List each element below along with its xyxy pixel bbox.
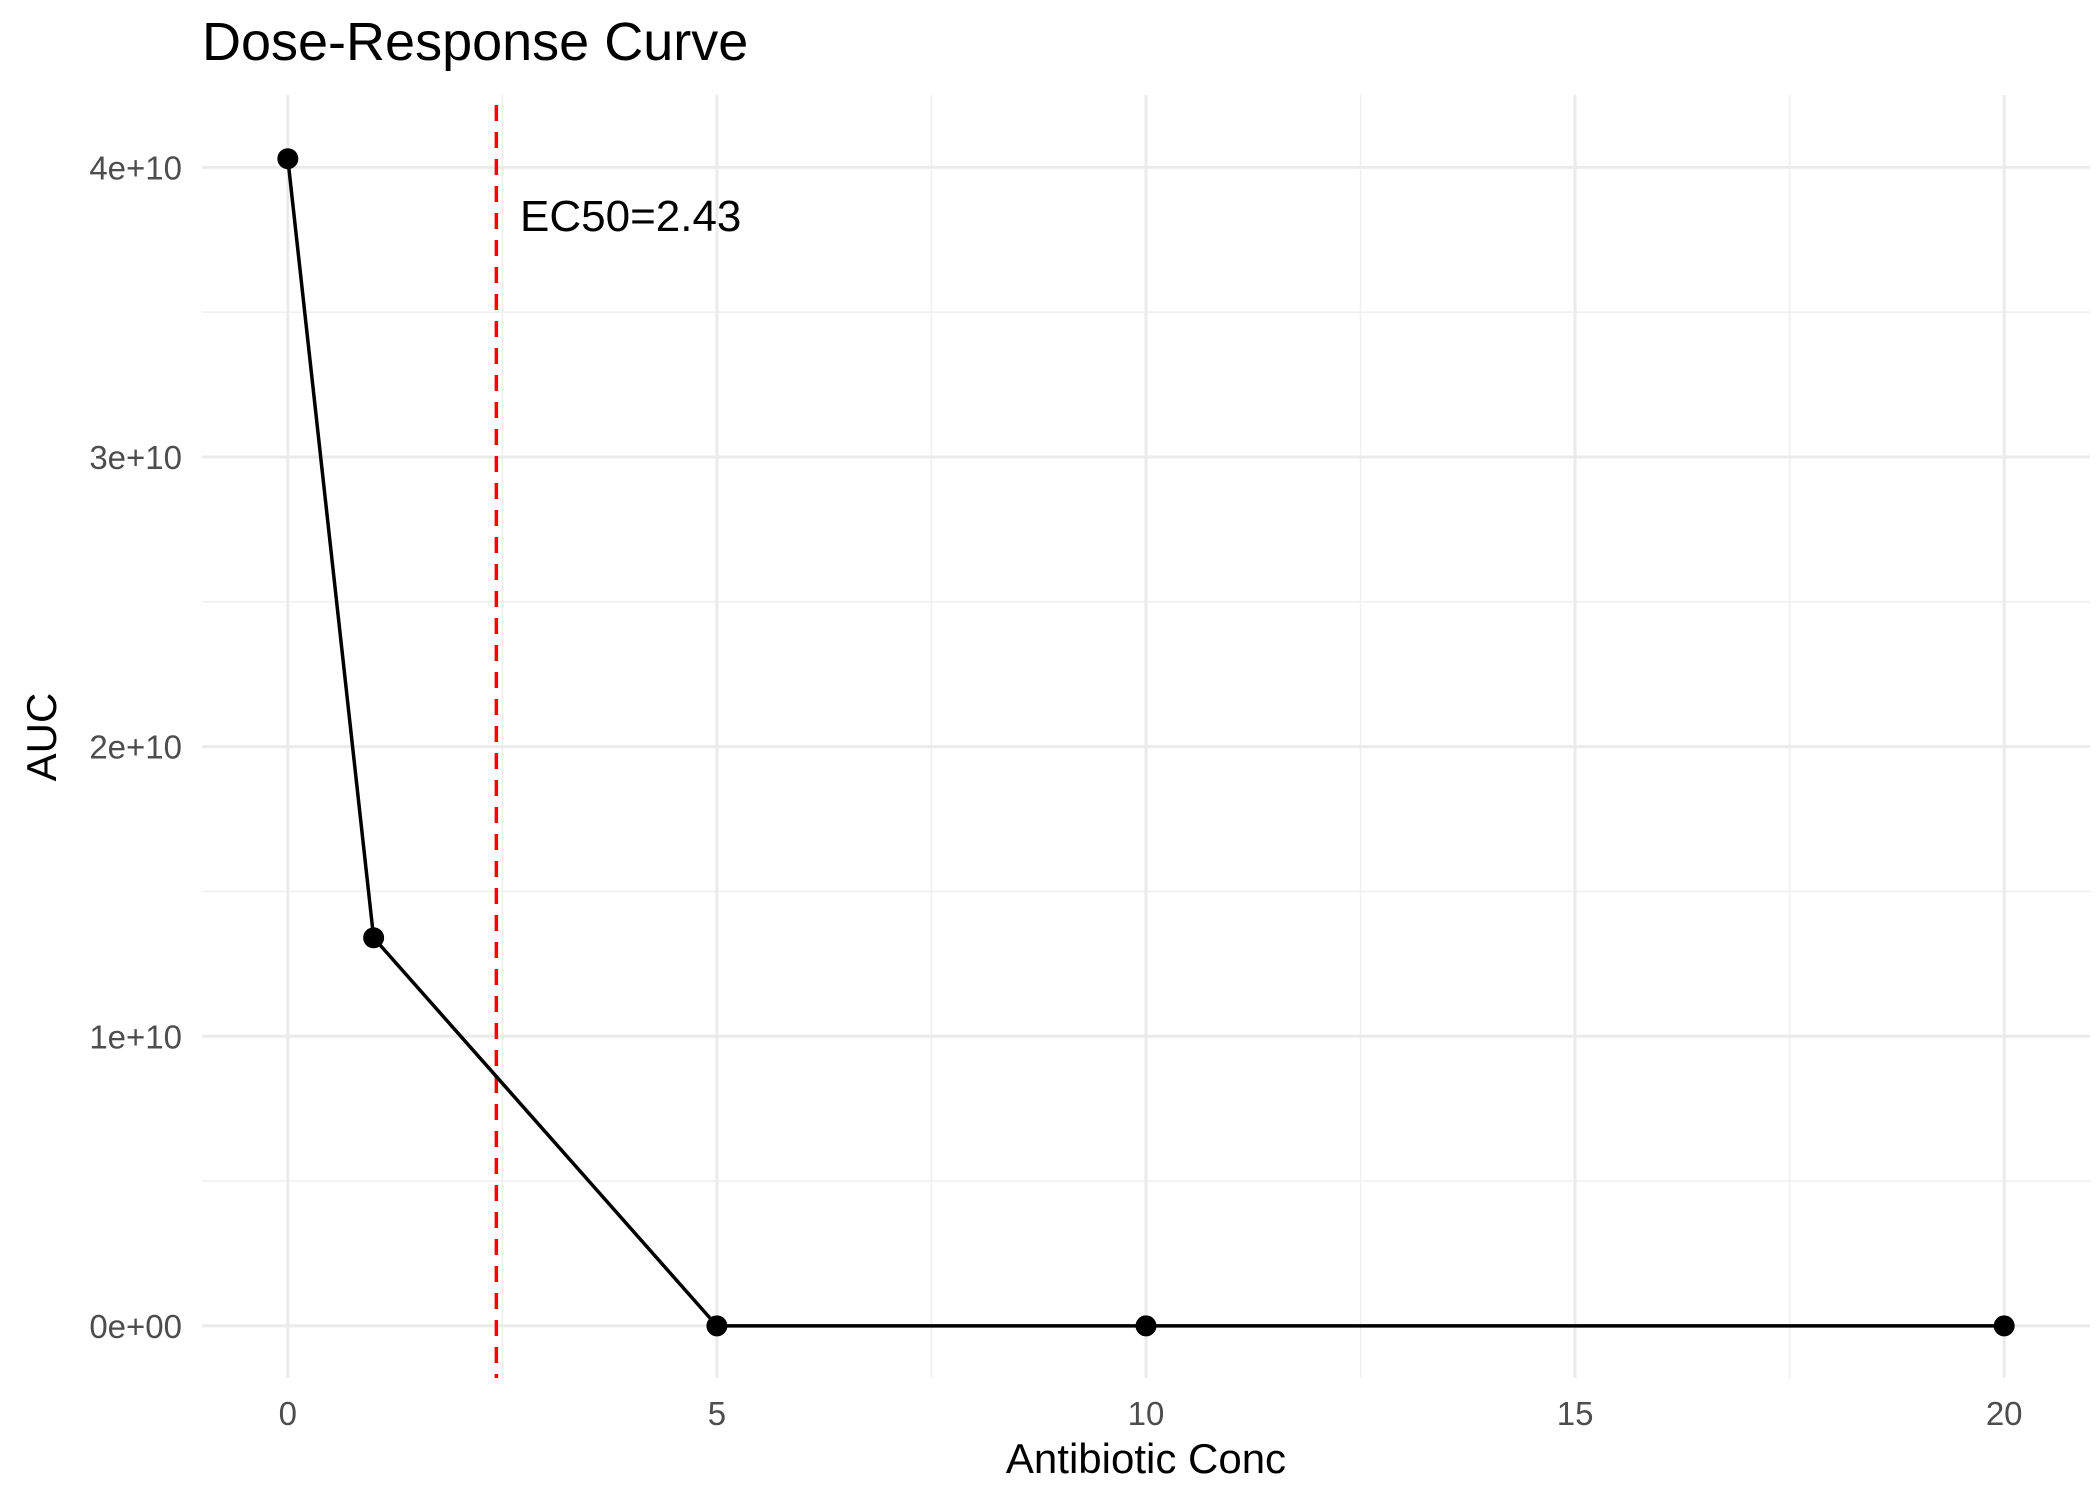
y-tick-label: 0e+00 [89, 1308, 182, 1345]
data-point [1993, 1315, 2015, 1337]
y-tick-label: 1e+10 [89, 1018, 182, 1055]
major-gridlines [202, 95, 2090, 1378]
x-tick-label: 15 [1557, 1395, 1594, 1432]
x-tick-label: 10 [1128, 1395, 1165, 1432]
data-point [706, 1315, 728, 1337]
points-layer [277, 148, 2015, 1337]
y-tick-label: 3e+10 [89, 439, 182, 476]
y-tick-labels: 0e+00 1e+10 2e+10 3e+10 4e+10 [89, 149, 182, 1344]
x-tick-labels: 0 5 10 15 20 [279, 1395, 2023, 1432]
y-axis-title: AUC [18, 693, 65, 782]
y-tick-label: 4e+10 [89, 149, 182, 186]
x-tick-label: 20 [1986, 1395, 2023, 1432]
x-tick-label: 5 [708, 1395, 726, 1432]
data-point [277, 148, 299, 170]
data-point [1135, 1315, 1157, 1337]
x-axis-title: Antibiotic Conc [1006, 1435, 1286, 1482]
data-point [363, 927, 385, 949]
x-tick-label: 0 [279, 1395, 297, 1432]
ec50-annotation: EC50=2.43 [520, 192, 741, 241]
chart-title: Dose-Response Curve [202, 12, 748, 72]
y-tick-label: 2e+10 [89, 729, 182, 766]
